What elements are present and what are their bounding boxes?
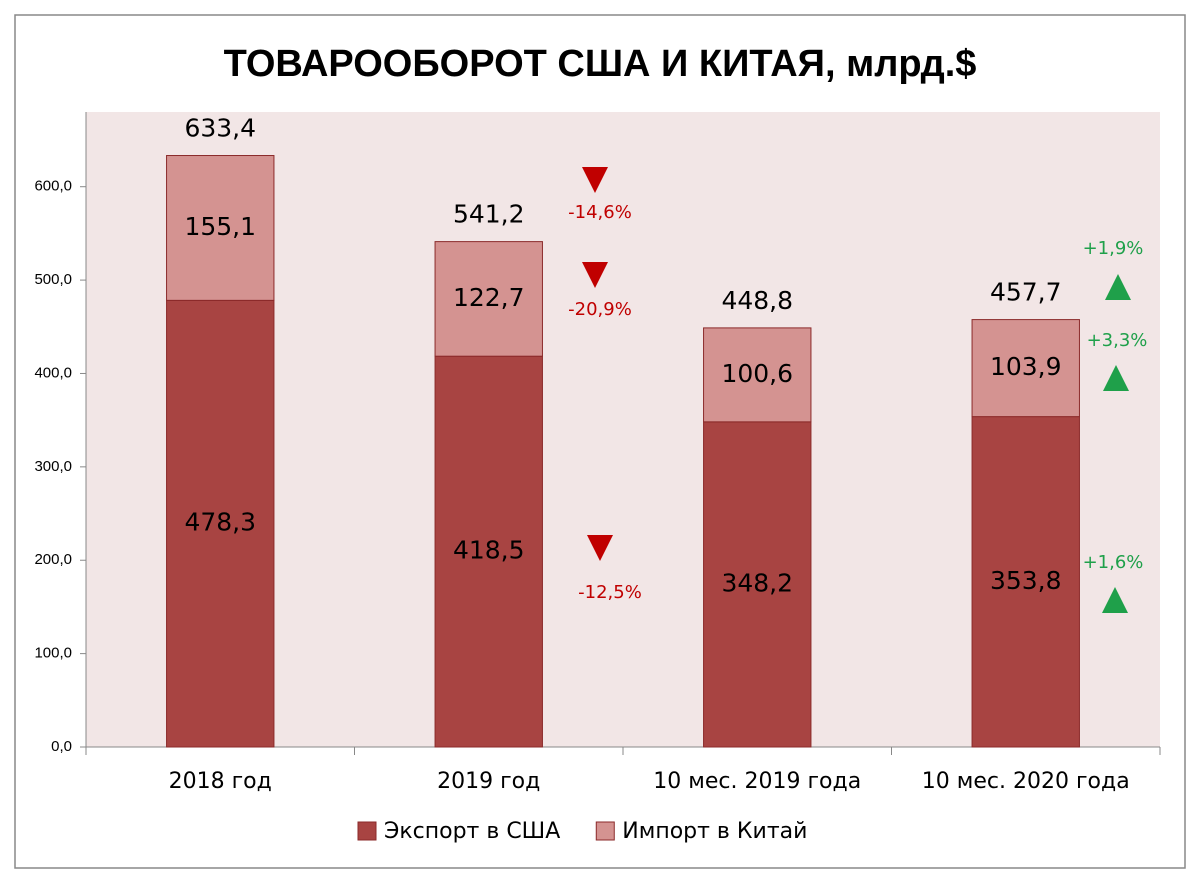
y-tick-label: 500,0: [34, 271, 72, 288]
legend-label: Импорт в Китай: [622, 819, 807, 844]
data-label: 478,3: [184, 508, 256, 537]
data-label: 418,5: [453, 536, 525, 565]
total-label: 541,2: [453, 200, 525, 229]
bar-segment: [434, 241, 543, 357]
x-tick-label: 2019 год: [437, 769, 540, 794]
change-arrow: [1105, 274, 1131, 300]
change-label: +1,9%: [1083, 238, 1144, 259]
y-tick-label: 300,0: [34, 458, 72, 475]
chart-title: ТОВАРООБОРОТ США И КИТАЯ, млрд.$: [224, 43, 977, 85]
change-label: -14,6%: [568, 202, 632, 223]
change-arrow: [582, 262, 608, 288]
data-label: 353,8: [990, 566, 1062, 595]
change-arrow: [1102, 587, 1128, 613]
data-label: 103,9: [990, 352, 1062, 381]
x-tick-label: 10 мес. 2020 года: [922, 769, 1130, 794]
y-tick-label: 100,0: [34, 645, 72, 662]
bar-segment: [703, 327, 812, 423]
change-arrow: [1103, 365, 1129, 391]
y-tick-label: 400,0: [34, 364, 72, 381]
change-arrow: [587, 535, 613, 561]
y-tick-label: 200,0: [34, 551, 72, 568]
legend-swatch: [595, 821, 615, 841]
bar-segment: [434, 355, 543, 748]
change-label: +1,6%: [1083, 552, 1144, 573]
change-arrow: [582, 167, 608, 193]
data-label: 100,6: [721, 359, 793, 388]
total-label: 457,7: [990, 278, 1062, 307]
data-label: 122,7: [453, 283, 525, 312]
total-label: 448,8: [721, 286, 793, 315]
bar-segment: [166, 299, 275, 748]
total-label: 633,4: [184, 114, 256, 143]
x-tick-label: 2018 год: [169, 769, 272, 794]
bar-segment: [166, 155, 275, 301]
legend-label: Экспорт в США: [384, 819, 560, 844]
data-label: 155,1: [184, 212, 256, 241]
y-tick-label: 600,0: [34, 178, 72, 195]
bar-segment: [971, 416, 1080, 748]
bar-segment: [703, 421, 812, 748]
change-label: -20,9%: [568, 299, 632, 320]
x-tick-label: 10 мес. 2019 года: [653, 769, 861, 794]
change-label: +3,3%: [1087, 330, 1148, 351]
legend-swatch: [357, 821, 377, 841]
y-tick-label: 0,0: [51, 738, 72, 755]
data-label: 348,2: [721, 568, 793, 597]
bar-segment: [971, 319, 1080, 418]
change-label: -12,5%: [578, 582, 642, 603]
